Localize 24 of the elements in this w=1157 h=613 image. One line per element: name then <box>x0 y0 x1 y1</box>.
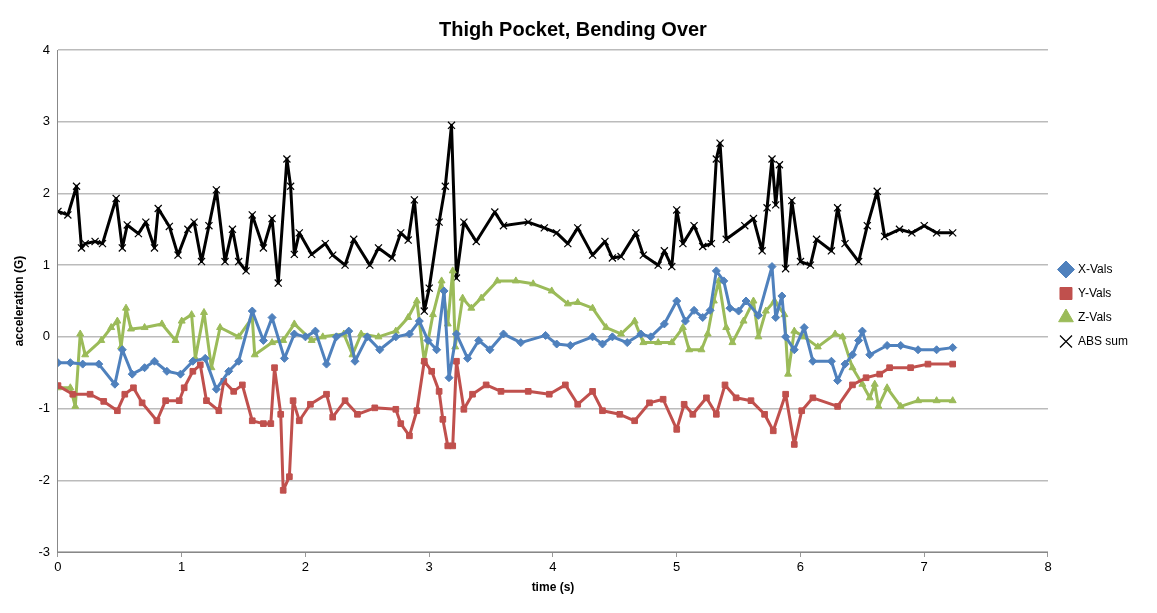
y-tick-label: -2 <box>38 471 50 487</box>
x-tick-label: 3 <box>425 559 433 575</box>
x-tick-label: 4 <box>549 559 557 575</box>
y-tick-label: 4 <box>42 41 50 57</box>
y-tick-label: -3 <box>38 543 50 559</box>
y-tick-label: 0 <box>42 328 50 344</box>
x-tick-label: 0 <box>54 559 62 575</box>
x-tick-label: 7 <box>920 559 928 575</box>
legend-label: ABS sum <box>1077 333 1128 348</box>
chart-title: Thigh Pocket, Bending Over <box>439 17 708 40</box>
y-tick-label: 2 <box>42 185 50 201</box>
x-tick-label: 1 <box>178 559 186 575</box>
x-tick-label: 8 <box>1044 559 1052 575</box>
y-axis-title: acceleration (G) <box>11 255 26 347</box>
x-axis-title: time (s) <box>531 580 575 595</box>
legend-label: X-Vals <box>1077 261 1113 276</box>
legend-label: Y-Vals <box>1077 285 1112 300</box>
x-tick-label: 6 <box>796 559 805 575</box>
y-tick-label: 1 <box>42 256 50 272</box>
y-tick-label: -1 <box>38 400 50 416</box>
y-tick-label: 3 <box>42 113 50 129</box>
legend-label: Z-Vals <box>1077 309 1112 324</box>
x-tick-label: 5 <box>673 559 681 575</box>
x-tick-label: 2 <box>301 559 310 575</box>
